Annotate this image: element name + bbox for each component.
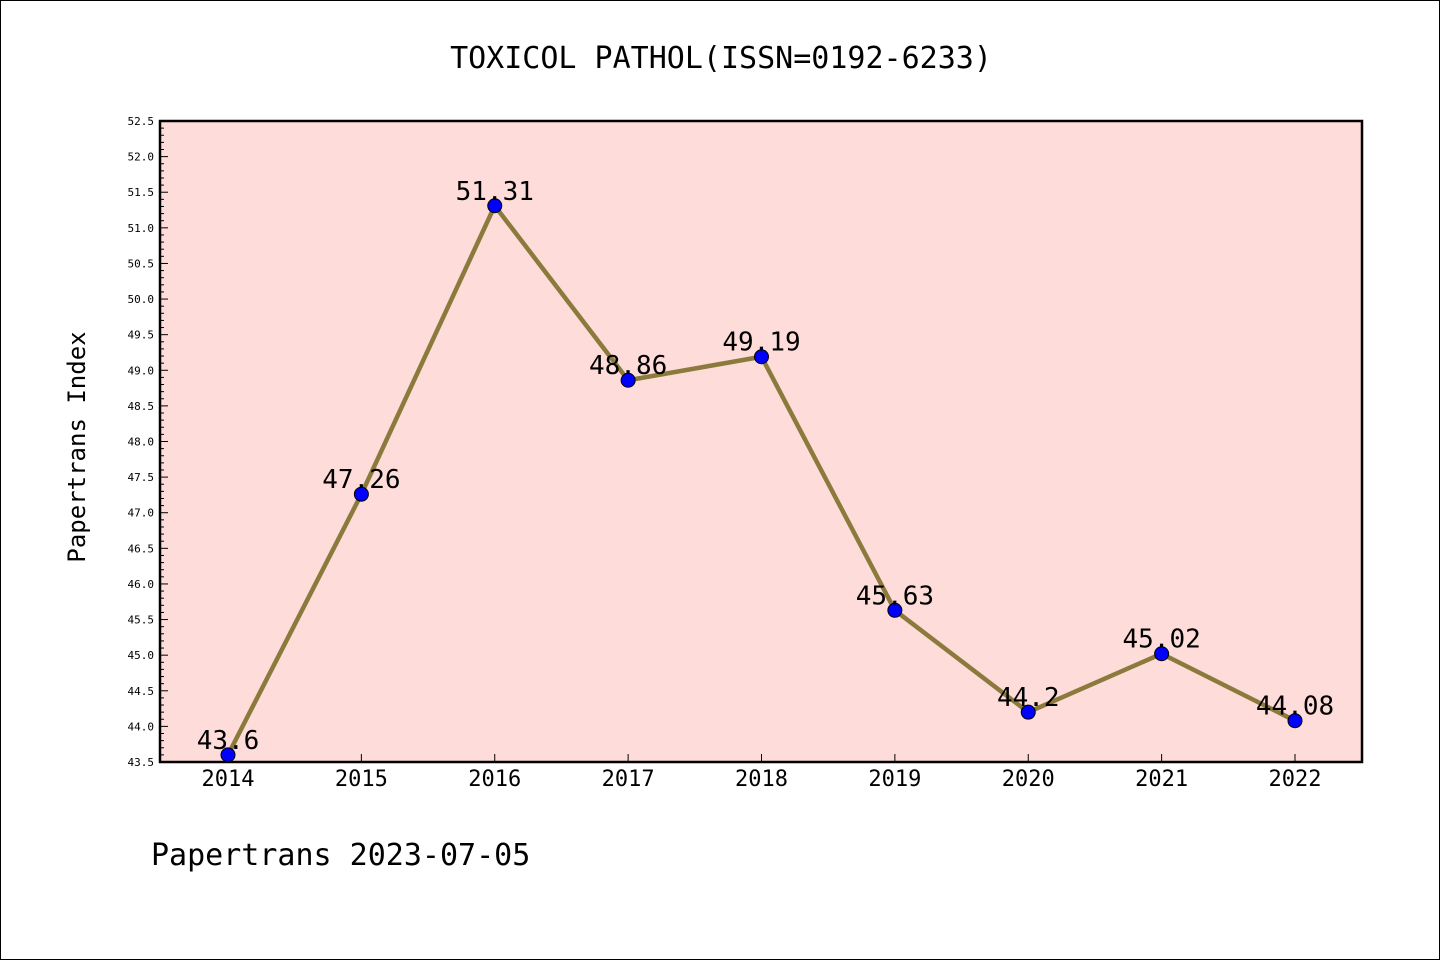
x-tick-label: 2016 (468, 767, 521, 792)
data-label: 43.6 (197, 726, 260, 756)
data-label: 45.63 (856, 581, 934, 611)
data-label: 49.19 (722, 328, 800, 358)
x-tick-label: 2020 (1002, 767, 1055, 792)
y-tick-label: 48.0 (128, 436, 155, 449)
data-label: 44.2 (997, 683, 1060, 713)
data-point-marker (1020, 704, 1036, 720)
y-axis-label: Papertrans Index (63, 331, 91, 562)
y-tick-label: 49.5 (128, 329, 155, 342)
x-tick-label: 2015 (335, 767, 388, 792)
footer-text: Papertrans 2023-07-05 (151, 838, 530, 873)
y-tick-label: 49.0 (128, 364, 155, 377)
x-tick-label: 2021 (1135, 767, 1188, 792)
data-label: 44.08 (1256, 692, 1334, 722)
data-point-marker (754, 349, 769, 365)
data-labels: 43.6 47.26 51.31 48.86 49.19 45.63 44.2 45.02 44… (197, 177, 1334, 756)
series-markers (220, 198, 1303, 763)
y-tick-label: 45.0 (128, 649, 155, 662)
chart-title: TOXICOL PATHOL(ISSN=0192-6233) (450, 41, 992, 76)
y-tick-label: 44.5 (128, 685, 155, 698)
x-tick-label: 2022 (1269, 767, 1322, 792)
data-label: 48.86 (589, 351, 667, 381)
data-point-marker (620, 372, 636, 388)
data-point-marker (1287, 713, 1303, 729)
y-tick-label: 52.5 (128, 115, 155, 128)
x-tick-label: 2014 (202, 767, 255, 792)
data-point-marker (1154, 646, 1170, 662)
y-tick-label: 48.5 (128, 400, 155, 413)
data-point-marker (353, 486, 369, 502)
data-point-marker (487, 198, 503, 214)
y-tick-label: 51.5 (128, 186, 155, 199)
y-tick-label: 51.0 (128, 222, 155, 235)
x-tick-label: 2018 (735, 767, 788, 792)
y-tick-label: 43.5 (128, 756, 155, 769)
y-tick-label: 46.0 (128, 578, 155, 591)
y-tick-label: 46.5 (128, 542, 155, 555)
y-tick-label: 44.0 (128, 720, 155, 733)
data-label: 47.26 (322, 465, 400, 495)
y-tick-label: 50.0 (128, 293, 155, 306)
data-label: 45.02 (1122, 625, 1200, 655)
x-tick-label: 2017 (602, 767, 655, 792)
axis-ticks: 43.5 44.0 44.5 45.0 45.5 46.0 46.5 47.0 47.5 48.0… (128, 115, 1322, 792)
x-tick-label: 2019 (868, 767, 921, 792)
plot-border (158, 119, 1364, 764)
y-tick-label: 50.5 (128, 257, 155, 270)
y-tick-label: 45.5 (128, 614, 155, 627)
y-tick-label: 47.0 (128, 507, 155, 520)
data-point-marker (887, 602, 903, 618)
data-label: 51.31 (456, 177, 534, 207)
y-tick-label: 52.0 (128, 151, 155, 164)
y-tick-label: 47.5 (128, 471, 155, 484)
